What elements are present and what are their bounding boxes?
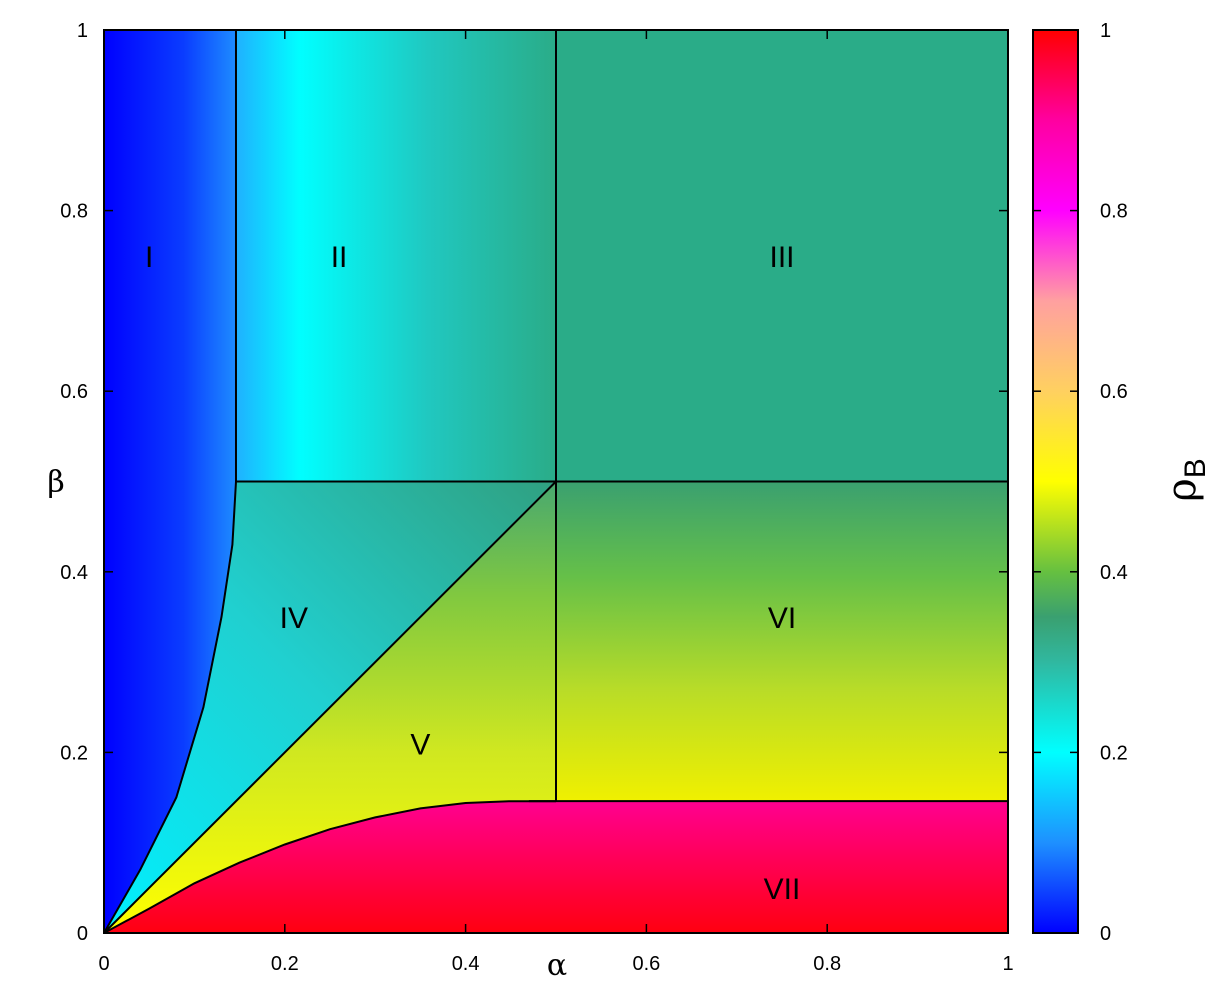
colorbar-title-subscript: B [1179, 458, 1212, 478]
region-label-IV: IV [280, 602, 308, 635]
y-axis-label: β [47, 465, 64, 500]
region-VII [104, 801, 1008, 933]
y-tick-label: 0.8 [60, 201, 88, 223]
colorbar-tick-label: 0.2 [1100, 742, 1128, 764]
x-tick-label: 0.8 [813, 953, 841, 975]
x-tick-label: 0 [98, 953, 109, 975]
y-tick-label: 0.4 [60, 562, 88, 584]
colorbar-title-main: ρ [1159, 478, 1205, 502]
x-tick-label: 1 [1002, 953, 1013, 975]
region-label-VI: VI [768, 602, 796, 635]
x-axis-ticks: 0 0.2 0.4 0.6 0.8 1 [98, 30, 1014, 975]
colorbar-tick-label: 1 [1100, 20, 1111, 42]
colorbar-ticks: 0 0.2 0.4 0.6 0.8 1 [1033, 20, 1128, 945]
boundary-curve-V-VII [103, 800, 556, 934]
region-label-II: II [331, 241, 348, 274]
colorbar-gradient [1032, 29, 1079, 934]
region-VI [556, 481, 1008, 802]
y-axis-ticks: 0 0.2 0.4 0.6 0.8 1 [60, 20, 1008, 945]
colorbar-tick-label: 0.8 [1100, 201, 1128, 223]
y-tick-label: 0.2 [60, 742, 88, 764]
x-tick-label: 0.2 [271, 953, 299, 975]
x-axis-label: α [547, 948, 567, 983]
region-label-V: V [410, 728, 430, 761]
region-II [235, 30, 556, 482]
colorbar-tick-label: 0.4 [1100, 562, 1128, 584]
region-label-I: I [145, 241, 153, 274]
colorbar-tick-label: 0 [1100, 923, 1111, 945]
boundary-diagonal [103, 480, 557, 934]
phase-boundaries [103, 30, 1008, 934]
region-label-VII: VII [764, 873, 801, 906]
boundary-curve-I-IV [103, 481, 237, 934]
y-tick-label: 0 [77, 923, 88, 945]
region-label-III: III [769, 241, 794, 274]
x-tick-label: 0.6 [632, 953, 660, 975]
y-tick-label: 1 [77, 20, 88, 42]
colorbar-tick-label: 0.6 [1100, 381, 1128, 403]
plot-frame [103, 29, 1009, 934]
colorbar: 0 0.2 0.4 0.6 0.8 1 ρB [1032, 20, 1212, 945]
y-tick-label: 0.6 [60, 381, 88, 403]
x-tick-label: 0.4 [452, 953, 480, 975]
colorbar-title: ρB [1159, 458, 1212, 502]
region-III [556, 30, 1008, 482]
